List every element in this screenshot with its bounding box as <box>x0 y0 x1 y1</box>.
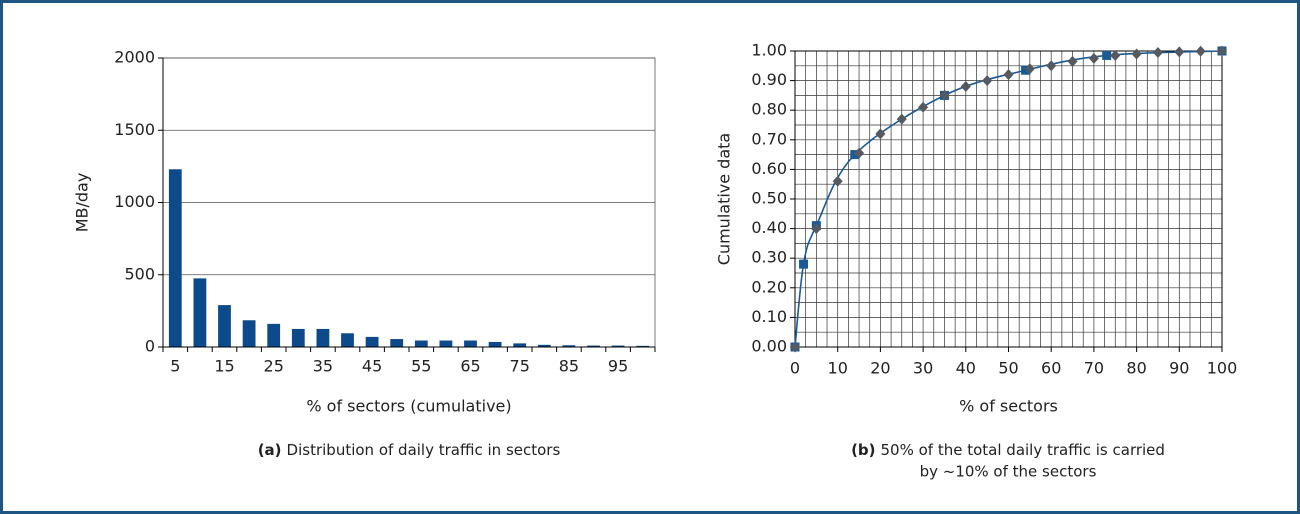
point <box>1152 46 1163 58</box>
bar <box>414 340 428 347</box>
x-tick-label: 25 <box>264 357 284 376</box>
y-tick-label: 0.60 <box>751 159 787 178</box>
point <box>939 89 950 101</box>
x-tick-label: 60 <box>1041 359 1061 378</box>
point <box>1024 63 1035 75</box>
caption-text: 50% of the total daily traffic is carrie… <box>881 441 1165 459</box>
point <box>811 223 822 235</box>
point <box>1021 65 1031 75</box>
caption-text: by ~10% of the sectors <box>920 463 1097 481</box>
y-tick-label: 1000 <box>114 192 155 211</box>
x-axis-label: % of sectors (cumulative) <box>306 397 511 416</box>
x-tick-label: 80 <box>1126 359 1146 378</box>
x-tick-label: 35 <box>313 357 333 376</box>
x-tick-label: 20 <box>870 359 890 378</box>
x-axis-label: % of sectors <box>959 397 1058 416</box>
bar <box>242 320 256 347</box>
bar <box>341 333 354 347</box>
x-tick-label: 5 <box>170 357 180 376</box>
y-tick-label: 0 <box>145 337 155 356</box>
point <box>1131 48 1142 60</box>
caption-label: (a) <box>258 441 282 459</box>
x-tick-label: 40 <box>956 359 976 378</box>
x-tick-label: 90 <box>1169 359 1189 378</box>
x-tick-label: 30 <box>913 359 933 378</box>
y-tick-label: 1.00 <box>751 41 787 60</box>
bar <box>267 323 281 347</box>
x-tick-label: 75 <box>510 357 530 376</box>
bar <box>439 340 453 347</box>
point <box>1067 55 1078 67</box>
y-tick-label: 0.00 <box>751 337 787 356</box>
point <box>790 341 800 353</box>
bar <box>562 345 576 347</box>
y-tick-label: 0.40 <box>751 218 787 237</box>
x-tick-label: 45 <box>362 357 382 376</box>
point <box>1195 45 1206 57</box>
point <box>1110 49 1121 61</box>
y-tick-label: 2000 <box>114 48 155 67</box>
bar <box>218 305 231 347</box>
y-tick-label: 0.20 <box>751 277 787 296</box>
point <box>832 175 843 187</box>
caption: (a) Distribution of daily traffic in sect… <box>258 441 561 459</box>
point <box>896 113 907 125</box>
x-tick-label: 0 <box>790 359 800 378</box>
y-tick-label: 1500 <box>114 120 155 139</box>
bar <box>636 345 650 347</box>
point <box>854 147 865 159</box>
point <box>850 150 860 160</box>
y-tick-label: 0.90 <box>751 70 787 89</box>
x-tick-label: 65 <box>460 357 480 376</box>
y-axis-label: Cumulative data <box>715 133 734 265</box>
caption-label: (b) <box>851 441 875 459</box>
x-tick-label: 55 <box>411 357 431 376</box>
x-tick-label: 10 <box>828 359 848 378</box>
bar <box>587 345 600 347</box>
point <box>875 128 886 140</box>
point <box>918 101 929 113</box>
point <box>1003 69 1014 81</box>
bar <box>513 343 527 347</box>
y-tick-label: 0.50 <box>751 189 787 208</box>
bar <box>316 328 330 347</box>
point <box>960 81 971 93</box>
caption: (b) 50% of the total daily traffic is car… <box>851 441 1165 459</box>
x-tick-label: 85 <box>559 357 579 376</box>
x-tick-label: 95 <box>608 357 628 376</box>
bar <box>390 339 404 347</box>
bar <box>168 169 182 347</box>
bar <box>488 341 502 347</box>
y-axis-label: MB/day <box>73 173 92 233</box>
point <box>799 259 809 269</box>
y-tick-label: 500 <box>124 264 155 283</box>
y-tick-label: 0.30 <box>751 248 787 267</box>
y-tick-label: 0.80 <box>751 100 787 119</box>
point <box>982 75 993 87</box>
bar <box>291 328 305 347</box>
bar <box>611 345 625 347</box>
point <box>1174 46 1185 58</box>
bar <box>193 278 207 347</box>
bar <box>365 336 379 347</box>
caption-text: Distribution of daily traffic in sectors <box>287 441 561 459</box>
point <box>1217 45 1227 57</box>
y-tick-label: 0.10 <box>751 307 787 326</box>
x-tick-label: 50 <box>998 359 1018 378</box>
x-tick-label: 70 <box>1084 359 1104 378</box>
point <box>1046 60 1057 72</box>
x-tick-label: 15 <box>214 357 234 376</box>
point <box>1102 50 1112 60</box>
x-tick-label: 100 <box>1207 359 1238 378</box>
point <box>1088 52 1099 64</box>
bar <box>537 344 551 347</box>
y-tick-label: 0.70 <box>751 129 787 148</box>
bar <box>464 340 477 347</box>
